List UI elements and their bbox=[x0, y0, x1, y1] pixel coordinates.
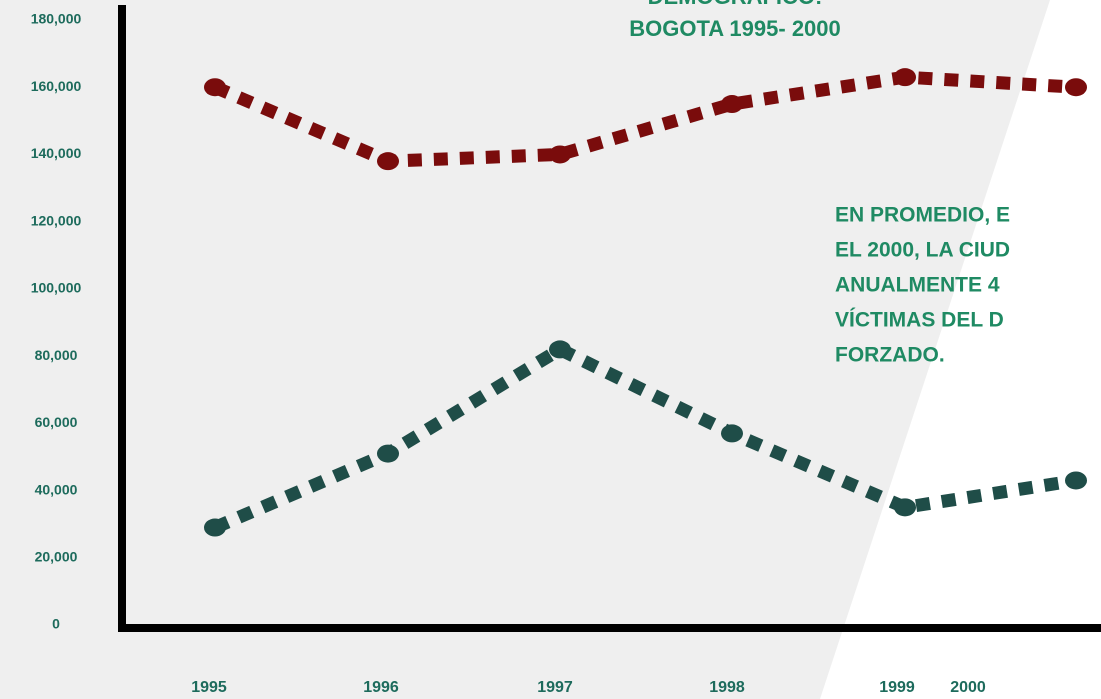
data-point bbox=[204, 518, 226, 537]
background-panel bbox=[0, 0, 1050, 699]
chart-title: BOGOTA 1995- 2000 bbox=[629, 16, 841, 41]
data-point bbox=[204, 78, 226, 97]
y-tick-label: 140,000 bbox=[31, 145, 82, 161]
y-tick-label: 40,000 bbox=[35, 481, 78, 497]
data-point bbox=[1065, 471, 1087, 490]
data-point bbox=[549, 145, 571, 164]
annotation: EL 2000, LA CIUD bbox=[835, 239, 1010, 262]
y-tick-label: 180,000 bbox=[31, 11, 82, 27]
annotation: EN PROMEDIO, E bbox=[835, 204, 1010, 227]
chart-title: DEMOGRAFICO: bbox=[648, 0, 823, 9]
x-tick-label: 1997 bbox=[537, 679, 573, 696]
annotation: VÍCTIMAS DEL D bbox=[835, 309, 1004, 332]
data-point bbox=[721, 95, 743, 114]
x-tick-label: 2000 bbox=[950, 679, 986, 696]
data-point bbox=[721, 424, 743, 443]
y-tick-label: 100,000 bbox=[31, 280, 82, 296]
x-tick-label: 1998 bbox=[709, 679, 745, 696]
data-point bbox=[894, 68, 916, 87]
line-series bbox=[212, 341, 1078, 534]
y-tick-label: 20,000 bbox=[35, 548, 78, 564]
data-point bbox=[377, 444, 399, 463]
data-point bbox=[549, 340, 571, 359]
y-tick-label: 60,000 bbox=[35, 414, 78, 430]
data-point bbox=[1065, 78, 1087, 97]
x-tick-label: 1995 bbox=[191, 679, 227, 696]
x-tick-label: 1996 bbox=[363, 679, 399, 696]
y-tick-label: 160,000 bbox=[31, 78, 82, 94]
y-tick-label: 0 bbox=[52, 616, 60, 632]
annotation: ANUALMENTE 4 bbox=[835, 274, 1000, 297]
y-tick-label: 80,000 bbox=[35, 347, 78, 363]
x-tick-label: 1999 bbox=[879, 679, 915, 696]
annotation: FORZADO. bbox=[835, 344, 945, 367]
line-series bbox=[212, 70, 1077, 168]
y-tick-label: 120,000 bbox=[31, 212, 82, 228]
data-point bbox=[894, 498, 916, 517]
data-point bbox=[377, 152, 399, 171]
